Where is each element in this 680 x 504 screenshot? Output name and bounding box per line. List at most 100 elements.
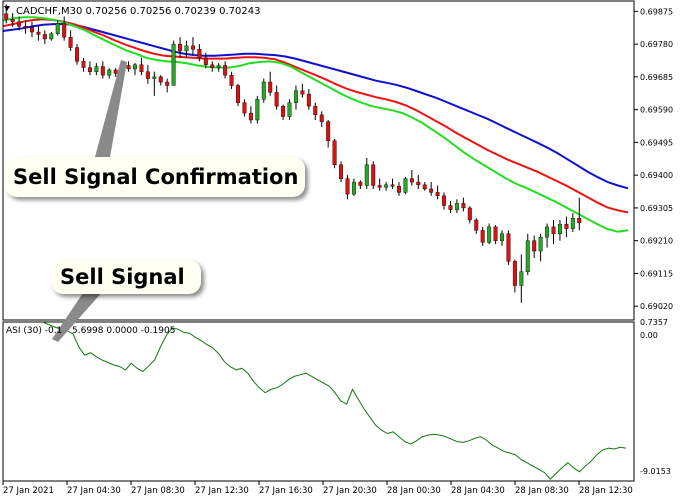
sell-signal-callout: Sell Signal [51, 260, 201, 294]
bear-candle [42, 34, 47, 40]
price-tick-label: 0.69115 [640, 269, 673, 278]
bear-candle [377, 185, 382, 188]
bear-candle [313, 105, 318, 116]
bear-candle [236, 85, 240, 103]
bear-candle [435, 192, 440, 197]
bear-candle [210, 64, 215, 68]
bear-candle [10, 19, 15, 22]
confirmation-arrow-icon [95, 60, 127, 157]
bear-candle [474, 219, 479, 231]
bull-candle [287, 102, 292, 117]
bull-candle [519, 271, 524, 286]
bear-candle [75, 47, 80, 62]
bull-candle [403, 178, 408, 193]
bull-candle [487, 226, 492, 243]
bull-candle [94, 66, 99, 72]
bull-candle [557, 223, 562, 234]
bear-candle [190, 45, 195, 50]
asi-top-label: 0.7357 [640, 318, 668, 327]
bear-candle [126, 65, 131, 70]
bull-candle [133, 64, 137, 70]
bull-candle [255, 99, 260, 121]
bear-candle [87, 67, 92, 72]
time-tick-label: 28 Jan 04:30 [451, 486, 505, 496]
bull-candle [293, 90, 298, 103]
bear-candle [564, 223, 569, 229]
asi-header-values: 5.6998 0.0000 -0.1905 [72, 326, 175, 336]
time-tick-label: 27 Jan 12:30 [195, 486, 249, 496]
bull-candle [49, 33, 54, 40]
bear-candle [139, 64, 144, 72]
bear-candle [319, 114, 324, 122]
bear-candle [551, 226, 556, 234]
bear-candle [332, 140, 337, 166]
bear-candle [371, 164, 376, 186]
bear-candle [100, 66, 105, 76]
price-tick-label: 0.69305 [640, 204, 673, 213]
bear-candle [203, 57, 208, 65]
time-tick-label: 27 Jan 2021 [3, 486, 54, 496]
bear-candle [339, 164, 344, 179]
bear-candle [480, 230, 485, 243]
bear-candle [390, 184, 395, 187]
signal-arrow-icon [52, 290, 104, 342]
bear-candle [358, 181, 363, 186]
bear-candle [242, 102, 247, 114]
bull-candle [500, 233, 504, 241]
bear-candle [409, 178, 414, 183]
time-tick-label: 28 Jan 00:30 [387, 486, 441, 496]
bear-candle [506, 233, 511, 262]
bear-candle [4, 13, 9, 20]
bear-candle [68, 37, 73, 48]
bear-candle [461, 203, 466, 209]
bear-candle [345, 178, 350, 195]
bear-candle [448, 205, 453, 210]
bull-candle [351, 181, 356, 195]
bear-candle [197, 49, 202, 59]
symbol-header: CADCHF,M30 0.70256 0.70256 0.70239 0.702… [16, 6, 260, 17]
time-tick-label: 27 Jan 04:30 [67, 486, 121, 496]
ma-fast-line [2, 16, 629, 233]
bear-candle [165, 81, 170, 86]
bull-candle [525, 240, 530, 272]
bull-candle [545, 226, 550, 238]
bull-candle [364, 164, 369, 186]
time-tick-label: 27 Jan 16:30 [259, 486, 313, 496]
bear-candle [577, 218, 582, 223]
asi-zero-label: 0.00 [640, 331, 658, 340]
ma-slow-line [2, 23, 629, 190]
asi-panel-frame [2, 321, 635, 482]
bear-candle [113, 69, 118, 74]
bear-candle [416, 181, 421, 186]
bear-candle [326, 121, 331, 141]
bull-candle [261, 81, 266, 100]
bear-candle [81, 61, 86, 68]
bull-candle [570, 218, 575, 229]
bear-candle [178, 43, 183, 52]
time-tick-label: 28 Jan 12:30 [579, 486, 633, 496]
time-tick-label: 28 Jan 08:30 [515, 486, 569, 496]
bull-candle [171, 43, 176, 86]
price-tick-label: 0.69020 [640, 302, 673, 311]
bear-candle [281, 105, 286, 117]
bull-candle [454, 203, 459, 210]
bear-candle [36, 31, 41, 35]
bear-candle [429, 188, 434, 193]
bear-candle [532, 240, 537, 252]
bear-candle [229, 74, 234, 86]
bull-candle [184, 45, 189, 52]
bear-candle [248, 112, 253, 121]
asi-header: ASI (30) -0.1 [6, 326, 62, 336]
bear-candle [62, 23, 67, 38]
bear-candle [23, 25, 28, 28]
time-tick-label: 27 Jan 08:30 [131, 486, 185, 496]
bear-candle [30, 27, 34, 33]
collapse-triangle-icon[interactable] [4, 6, 10, 11]
bull-candle [152, 76, 157, 79]
asi-bottom-label: -9.0153 [640, 467, 671, 476]
main-panel-frame [2, 0, 635, 321]
bull-candle [55, 23, 60, 34]
time-tick-label: 27 Jan 20:30 [323, 486, 377, 496]
bull-candle [107, 69, 112, 76]
bull-candle [216, 65, 221, 68]
